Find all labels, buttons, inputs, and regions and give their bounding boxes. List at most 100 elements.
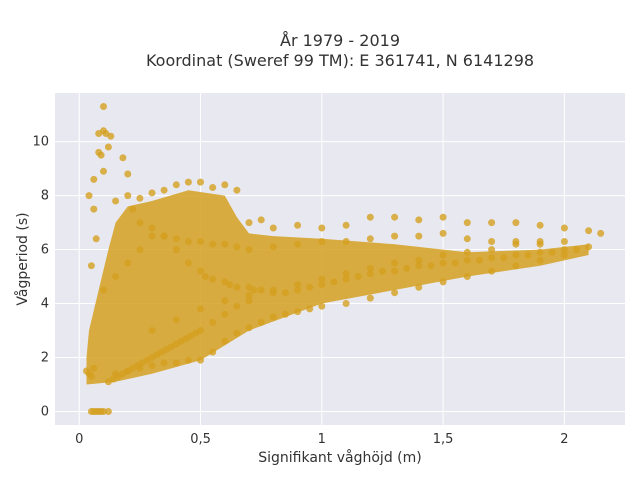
scatter-point xyxy=(269,286,277,294)
scatter-point xyxy=(488,238,496,245)
scatter-point xyxy=(573,246,580,254)
scatter-point xyxy=(257,318,265,326)
scatter-point xyxy=(294,281,302,289)
scatter-point xyxy=(209,184,217,191)
scatter-point xyxy=(366,264,374,272)
scatter-point xyxy=(112,197,120,205)
scatter-point xyxy=(463,273,471,280)
scatter-point xyxy=(415,216,423,224)
chart-title-line-2: Koordinat (Sweref 99 TM): E 361741, N 61… xyxy=(146,51,534,70)
scatter-point xyxy=(281,289,289,297)
scatter-point xyxy=(318,281,326,289)
scatter-point xyxy=(184,259,192,267)
scatter-point xyxy=(100,408,107,415)
scatter-point xyxy=(201,273,209,280)
scatter-point xyxy=(403,264,411,272)
scatter-point xyxy=(100,167,107,175)
scatter-point xyxy=(172,316,180,324)
scatter-point xyxy=(172,235,180,243)
scatter-points xyxy=(83,103,605,415)
scatter-point xyxy=(209,348,217,356)
scatter-point xyxy=(107,132,115,140)
scatter-point xyxy=(318,238,326,245)
scatter-point xyxy=(560,238,568,245)
scatter-point xyxy=(415,283,423,291)
scatter-point xyxy=(233,243,241,251)
scatter-point xyxy=(104,143,112,151)
scatter-point xyxy=(512,238,520,245)
scatter-point xyxy=(226,281,234,289)
scatter-point xyxy=(160,232,168,240)
scatter-point xyxy=(476,256,483,264)
scatter-point xyxy=(463,256,471,264)
scatter-point xyxy=(342,270,350,278)
scatter-point xyxy=(90,205,98,213)
scatter-point xyxy=(463,219,471,227)
scatter-point xyxy=(221,297,229,305)
scatter-point xyxy=(221,240,229,248)
scatter-point xyxy=(172,181,180,189)
scatter-point xyxy=(85,192,93,200)
scatter-point xyxy=(197,267,204,275)
scatter-point xyxy=(463,235,471,243)
scatter-point xyxy=(233,329,241,337)
scatter-point xyxy=(536,221,544,229)
scatter-point xyxy=(184,356,192,364)
y-tick-label: 10 xyxy=(32,135,49,150)
scatter-point xyxy=(221,181,229,189)
scatter-point xyxy=(197,305,204,313)
scatter-point xyxy=(560,251,568,259)
scatter-point xyxy=(197,356,204,364)
scatter-point xyxy=(415,256,423,264)
scatter-point xyxy=(318,275,326,283)
scatter-point xyxy=(148,362,156,370)
scatter-point xyxy=(197,238,204,245)
y-tick-labels: 0 2 4 6 8 10 xyxy=(32,135,49,420)
x-tick-labels: 0 0,5 1 1,5 2 xyxy=(75,432,568,447)
x-tick-label: 1,5 xyxy=(433,432,454,447)
scatter-point xyxy=(104,408,112,415)
scatter-point xyxy=(524,251,532,259)
y-tick-label: 2 xyxy=(41,351,49,366)
scatter-point xyxy=(488,254,496,262)
x-axis-label: Signifikant våghöjd (m) xyxy=(258,449,421,466)
scatter-point xyxy=(391,289,399,297)
scatter-point xyxy=(560,224,568,232)
scatter-point xyxy=(136,219,144,227)
scatter-point xyxy=(257,286,265,294)
y-tick-label: 0 xyxy=(41,405,49,420)
x-tick-label: 0,5 xyxy=(190,432,211,447)
scatter-point xyxy=(585,243,593,251)
scatter-point xyxy=(366,235,374,243)
scatter-point xyxy=(512,251,520,259)
scatter-point xyxy=(233,302,241,310)
scatter-point xyxy=(439,229,447,237)
scatter-point xyxy=(97,151,105,159)
scatter-point xyxy=(90,175,98,183)
scatter-point xyxy=(342,221,350,229)
scatter-point xyxy=(124,192,132,200)
scatter-point xyxy=(306,305,314,313)
scatter-point xyxy=(512,262,520,270)
scatter-point xyxy=(184,238,192,245)
scatter-point xyxy=(354,273,362,280)
scatter-point xyxy=(585,227,593,235)
scatter-point xyxy=(294,240,302,248)
scatter-point xyxy=(124,259,132,267)
scatter-point xyxy=(100,103,107,110)
scatter-point xyxy=(451,259,459,267)
scatter-point xyxy=(415,262,423,270)
scatter-point xyxy=(427,262,435,270)
scatter-point xyxy=(560,246,568,254)
scatter-point xyxy=(536,256,544,264)
scatter-point xyxy=(148,232,156,240)
scatter-point xyxy=(209,275,217,283)
scatter-point xyxy=(245,246,253,254)
scatter-point xyxy=(233,186,241,194)
scatter-point xyxy=(488,219,496,227)
scatter-point xyxy=(90,364,98,372)
y-tick-label: 8 xyxy=(41,189,49,204)
scatter-point xyxy=(92,235,100,243)
scatter-point xyxy=(500,254,508,262)
